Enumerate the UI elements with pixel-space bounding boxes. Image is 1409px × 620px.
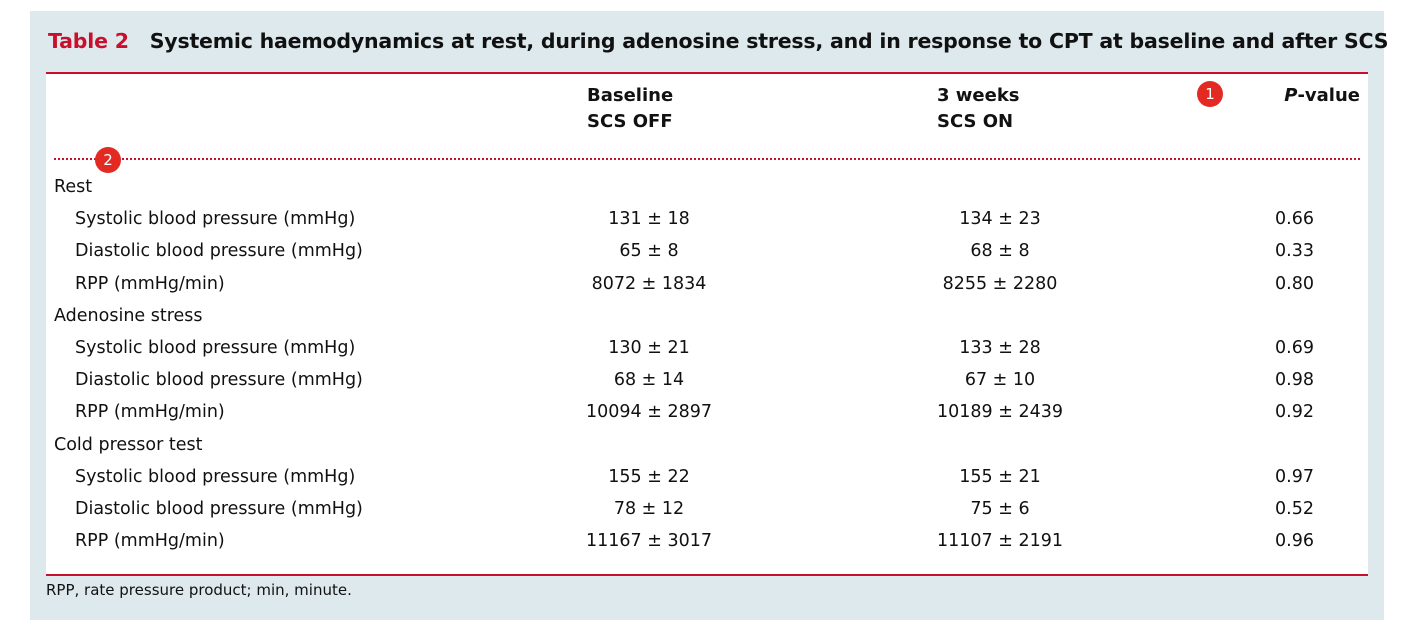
row-label: RPP (mmHg/min) bbox=[75, 402, 225, 423]
row-label: RPP (mmHg/min) bbox=[75, 531, 225, 552]
3weeks-value: 75 ± 6 bbox=[970, 498, 1030, 519]
table-row: Systolic blood pressure (mmHg) 130 ± 21 13… bbox=[46, 332, 1368, 364]
table-row: Diastolic blood pressure (mmHg) 78 ± 12 75… bbox=[46, 493, 1368, 525]
baseline-value: 68 ± 14 bbox=[613, 370, 685, 391]
annotation-badge-1[interactable]: 1 bbox=[1197, 81, 1223, 107]
table-group-row: Adenosine stress bbox=[46, 300, 1368, 332]
row-label: Diastolic blood pressure (mmHg) bbox=[75, 370, 363, 391]
table-row: RPP (mmHg/min) 10094 ± 2897 10189 ± 2439 0.… bbox=[46, 396, 1368, 428]
baseline-value: 78 ± 12 bbox=[613, 498, 685, 519]
baseline-value: 11167 ± 3017 bbox=[586, 531, 712, 552]
p-value: 0.92 bbox=[1275, 402, 1314, 423]
group-label: Adenosine stress bbox=[54, 305, 203, 326]
3weeks-value: 68 ± 8 bbox=[970, 241, 1030, 262]
p-value: 0.97 bbox=[1275, 466, 1314, 487]
baseline-value: 155 ± 22 bbox=[608, 466, 690, 487]
table-group-row: Cold pressor test bbox=[46, 429, 1368, 461]
column-header-pvalue: P-value bbox=[1284, 83, 1360, 109]
baseline-value: 131 ± 18 bbox=[608, 209, 690, 230]
baseline-value: 65 ± 8 bbox=[619, 241, 679, 262]
p-value: 0.69 bbox=[1275, 337, 1314, 358]
column-header-baseline-line1: Baseline bbox=[587, 85, 674, 106]
table-body: Rest Systolic blood pressure (mmHg) 131 ± … bbox=[46, 171, 1368, 557]
baseline-value: 8072 ± 1834 bbox=[591, 273, 707, 294]
p-value: 0.66 bbox=[1275, 209, 1314, 230]
column-header-3weeks-line1: 3 weeks bbox=[937, 85, 1020, 106]
header-divider bbox=[54, 158, 1360, 160]
row-label: Diastolic blood pressure (mmHg) bbox=[75, 498, 363, 519]
table-title: Table 2 Systemic haemodynamics at rest, … bbox=[48, 29, 1389, 53]
row-label: Systolic blood pressure (mmHg) bbox=[75, 466, 356, 487]
p-value: 0.33 bbox=[1275, 241, 1314, 262]
column-header-3weeks: 3 weeks SCS ON bbox=[937, 83, 1020, 135]
p-value: 0.98 bbox=[1275, 370, 1314, 391]
3weeks-value: 8255 ± 2280 bbox=[942, 273, 1058, 294]
row-label: Diastolic blood pressure (mmHg) bbox=[75, 241, 363, 262]
table-row: Diastolic blood pressure (mmHg) 65 ± 8 68 … bbox=[46, 235, 1368, 267]
baseline-value: 10094 ± 2897 bbox=[586, 402, 712, 423]
column-header-3weeks-line2: SCS ON bbox=[937, 111, 1014, 132]
table-caption: Systemic haemodynamics at rest, during a… bbox=[149, 29, 1389, 53]
row-label: Systolic blood pressure (mmHg) bbox=[75, 337, 356, 358]
row-label: RPP (mmHg/min) bbox=[75, 273, 225, 294]
p-value: 0.96 bbox=[1275, 531, 1314, 552]
table-row: RPP (mmHg/min) 11167 ± 3017 11107 ± 2191 0.… bbox=[46, 525, 1368, 557]
column-header-baseline-line2: SCS OFF bbox=[587, 111, 673, 132]
group-label: Cold pressor test bbox=[54, 434, 203, 455]
column-header-baseline: Baseline SCS OFF bbox=[587, 83, 673, 135]
group-label: Rest bbox=[54, 177, 93, 197]
table-row: Diastolic blood pressure (mmHg) 68 ± 14 67… bbox=[46, 364, 1368, 396]
annotation-badge-2[interactable]: 2 bbox=[95, 147, 121, 173]
p-value: 0.52 bbox=[1275, 498, 1314, 519]
table-panel: Table 2 Systemic haemodynamics at rest, … bbox=[30, 11, 1389, 620]
table-row: RPP (mmHg/min) 8072 ± 1834 8255 ± 2280 0.80 bbox=[46, 268, 1368, 300]
3weeks-value: 134 ± 23 bbox=[959, 209, 1041, 230]
baseline-value: 130 ± 21 bbox=[608, 337, 690, 358]
3weeks-value: 155 ± 21 bbox=[959, 466, 1041, 487]
table-number: Table 2 bbox=[48, 29, 129, 53]
3weeks-value: 133 ± 28 bbox=[959, 337, 1041, 358]
3weeks-value: 11107 ± 2191 bbox=[937, 531, 1063, 552]
3weeks-value: 67 ± 10 bbox=[964, 370, 1036, 391]
row-label: Systolic blood pressure (mmHg) bbox=[75, 209, 356, 230]
table-footnote: RPP, rate pressure product; min, minute. bbox=[46, 581, 352, 599]
table-group-row: Rest bbox=[46, 171, 1368, 203]
3weeks-value: 10189 ± 2439 bbox=[937, 402, 1063, 423]
pvalue-italic-p: P bbox=[1284, 85, 1298, 106]
pvalue-suffix: -value bbox=[1297, 85, 1360, 106]
data-table: Baseline SCS OFF 3 weeks SCS ON P-value … bbox=[46, 72, 1368, 576]
table-row: Systolic blood pressure (mmHg) 131 ± 18 13… bbox=[46, 203, 1368, 235]
p-value: 0.80 bbox=[1275, 273, 1314, 294]
table-row: Systolic blood pressure (mmHg) 155 ± 22 15… bbox=[46, 461, 1368, 493]
